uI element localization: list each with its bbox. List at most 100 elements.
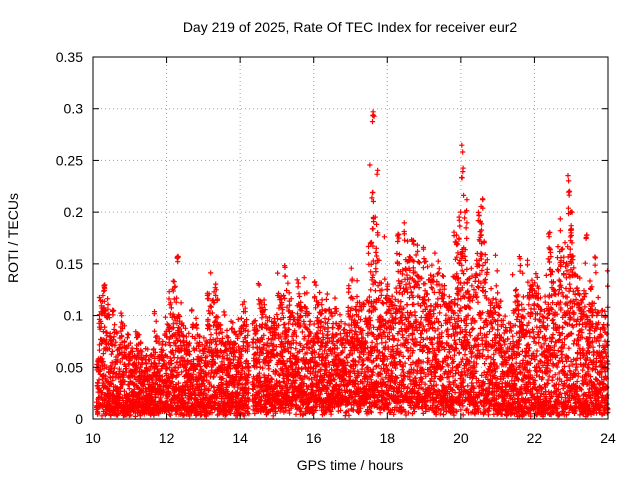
data-point [312,279,318,285]
data-point [230,320,236,326]
data-point [420,265,426,271]
data-point [348,265,354,271]
data-point [285,280,291,286]
data-point [207,344,213,350]
data-point [109,366,115,372]
data-point [217,322,224,328]
data-point [252,318,258,324]
data-point [296,293,303,300]
data-point [142,386,149,392]
data-point [135,365,141,371]
data-point [162,362,168,368]
data-point [207,303,213,309]
data-point [109,341,115,347]
data-point [425,297,432,303]
data-point [179,369,185,375]
data-point [299,329,305,335]
data-point [159,399,165,405]
data-point [224,352,230,358]
data-point [126,386,132,392]
data-point [211,374,217,380]
data-point [369,339,375,345]
data-point [181,338,187,344]
data-point [169,361,175,367]
data-point [157,373,163,379]
data-point [122,338,128,344]
data-point [174,320,180,326]
data-point [436,289,442,295]
data-point [206,308,212,314]
data-point [166,289,172,295]
data-point [265,336,272,342]
data-point [139,368,145,374]
data-point [228,360,234,366]
data-point [275,316,281,322]
data-point [225,335,231,341]
data-point [192,335,198,341]
data-point [332,377,338,383]
data-point [186,343,192,349]
data-point [166,296,172,302]
data-point [136,332,142,338]
data-point [462,352,468,358]
data-point [96,347,103,353]
data-point [204,392,210,398]
data-point [381,234,387,240]
data-point [118,334,125,340]
data-point [187,340,193,346]
data-point [436,266,442,272]
data-point [102,324,108,330]
data-point [119,313,125,319]
data-point [101,288,107,294]
data-point [154,333,160,339]
data-point [390,344,396,350]
data-point [186,330,192,336]
data-point [108,351,114,357]
data-point [213,281,219,287]
data-point [141,411,147,417]
data-point [108,363,114,369]
data-point [204,353,210,359]
data-point [368,287,374,293]
data-point [160,347,166,353]
data-point [197,333,203,339]
data-point [326,316,332,322]
data-point [411,367,417,373]
data-point [197,364,203,370]
data-point [382,276,388,282]
data-point [95,380,101,386]
data-point [138,339,144,345]
data-point [167,342,173,349]
data-point [219,329,225,335]
data-point [137,364,143,370]
data-point [402,237,408,243]
data-point [261,297,267,303]
data-point [111,308,117,314]
data-point [167,390,173,396]
data-point [123,366,129,372]
data-point [121,372,127,378]
data-point [107,331,113,337]
data-point [415,259,421,265]
data-point [101,366,107,372]
data-point [346,289,352,295]
data-point [185,357,191,364]
data-point [194,325,200,331]
data-point [324,291,330,297]
data-point [428,303,434,309]
data-point [100,358,106,365]
data-point [183,334,189,340]
data-point [164,354,170,360]
data-point [166,339,172,346]
data-point [190,383,196,389]
data-point [275,270,281,276]
data-point [346,314,352,320]
data-point [456,349,462,356]
data-point [396,278,402,284]
data-point [152,394,159,401]
data-point [206,296,212,302]
data-point [208,383,214,389]
data-point [240,343,247,349]
data-point [133,370,139,376]
